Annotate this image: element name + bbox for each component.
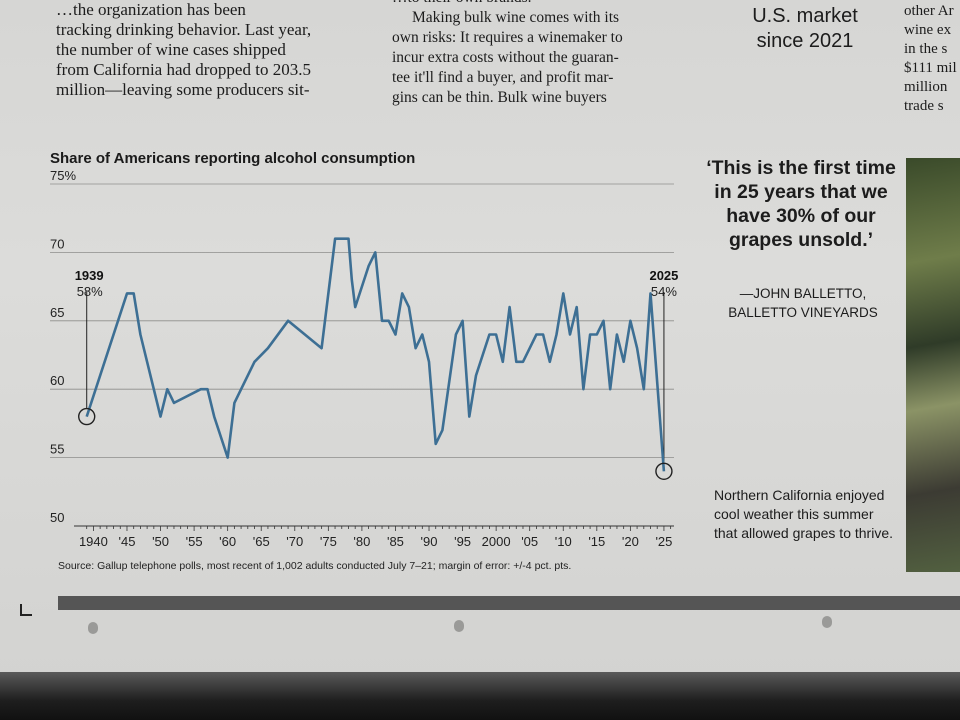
- article-column-2: …to their own brands. Making bulk wine c…: [392, 0, 692, 108]
- article-line: incur extra costs without the guaran-: [392, 49, 619, 66]
- attribution-name: —JOHN BALLETTO,: [739, 286, 867, 301]
- x-tick-label: '15: [588, 534, 605, 549]
- series-line: [85, 237, 666, 472]
- x-tick-label: '90: [421, 534, 438, 549]
- annotation-value: 54%: [651, 284, 677, 299]
- x-tick-label: '60: [219, 534, 236, 549]
- x-tick-label: 1940: [79, 534, 108, 549]
- x-tick-label: '95: [454, 534, 471, 549]
- vineyard-photo: [906, 158, 960, 572]
- pull-stat-line: since 2021: [756, 30, 854, 52]
- y-tick-label: 70: [50, 236, 64, 251]
- x-tick-label: '85: [387, 534, 404, 549]
- article-column-1: …the organization has been tracking drin…: [56, 0, 376, 100]
- article-line: million—leaving some producers sit-: [56, 80, 310, 99]
- y-tick-label: 55: [50, 442, 64, 457]
- x-tick-label: '55: [186, 534, 203, 549]
- x-tick-label: '20: [622, 534, 639, 549]
- pull-stat-line: U.S. market: [752, 5, 858, 27]
- crop-mark: [20, 604, 32, 616]
- article-column-4: other Ar wine ex in the s $111 mil milli…: [904, 2, 960, 116]
- y-tick-label: 50: [50, 510, 64, 525]
- attribution-company: BALLETTO VINEYARDS: [728, 305, 878, 320]
- x-tick-label: '45: [119, 534, 136, 549]
- quote-attribution: —JOHN BALLETTO, BALLETTO VINEYARDS: [708, 284, 898, 322]
- article-line: …the organization has been: [56, 0, 246, 19]
- annotation-marker: [655, 462, 673, 480]
- article-line: …to their own brands.: [392, 0, 692, 8]
- newspaper-page: …the organization has been tracking drin…: [0, 0, 960, 680]
- binding-hole: [88, 622, 98, 634]
- article-line: other Ar: [904, 3, 954, 19]
- x-tick-label: '50: [152, 534, 169, 549]
- article-line: gins can be thin. Bulk wine buyers: [392, 89, 607, 106]
- x-tick-label: '05: [521, 534, 538, 549]
- annotation-year: 2025: [649, 268, 678, 283]
- x-tick-label: '70: [286, 534, 303, 549]
- x-tick-label: '25: [655, 534, 672, 549]
- x-tick-label: 2000: [482, 534, 511, 549]
- annotation-year: 1939: [75, 268, 104, 283]
- x-tick-label: '10: [555, 534, 572, 549]
- article-line: $111 mil: [904, 60, 957, 76]
- line-chart: 50 55 60 65 70 75% 1940 '45 '50 '55 '60 '65 '70 '75 '8…: [50, 170, 678, 549]
- chart-title: Share of Americans reporting alcohol con…: [50, 150, 416, 167]
- pull-stat: U.S. market since 2021: [740, 4, 870, 54]
- article-line: tracking drinking behavior. Last year,: [56, 20, 312, 39]
- article-line: trade s: [904, 98, 944, 114]
- annotation-value: 58%: [77, 284, 103, 299]
- section-divider: [58, 596, 960, 610]
- y-tick-label: 60: [50, 373, 64, 388]
- article-line: in the s: [904, 41, 948, 57]
- binding-hole: [822, 616, 832, 628]
- article-line: own risks: It requires a winemaker to: [392, 29, 623, 46]
- photo-caption: Northern California enjoyed cool weather…: [714, 487, 893, 541]
- y-tick-label: 65: [50, 305, 64, 320]
- annotation-marker: [78, 407, 96, 426]
- pull-quote: ‘This is the first time in 25 years that…: [706, 157, 896, 251]
- page-edge-shadow: [0, 672, 960, 720]
- chart-source: Source: Gallup telephone polls, most rec…: [58, 560, 572, 572]
- article-line: tee it'll find a buyer, and profit mar-: [392, 69, 614, 86]
- article-line: wine ex: [904, 22, 952, 38]
- x-tick-label: '75: [320, 534, 337, 549]
- article-line: the number of wine cases shipped: [56, 40, 286, 59]
- x-tick-label: '65: [253, 534, 270, 549]
- x-tick-label: '80: [353, 534, 370, 549]
- article-line: from California had dropped to 203.5: [56, 60, 311, 79]
- y-tick-label: 75%: [50, 170, 76, 183]
- article-line: Making bulk wine comes with its: [412, 9, 620, 26]
- binding-hole: [454, 620, 464, 632]
- article-line: million: [904, 79, 948, 95]
